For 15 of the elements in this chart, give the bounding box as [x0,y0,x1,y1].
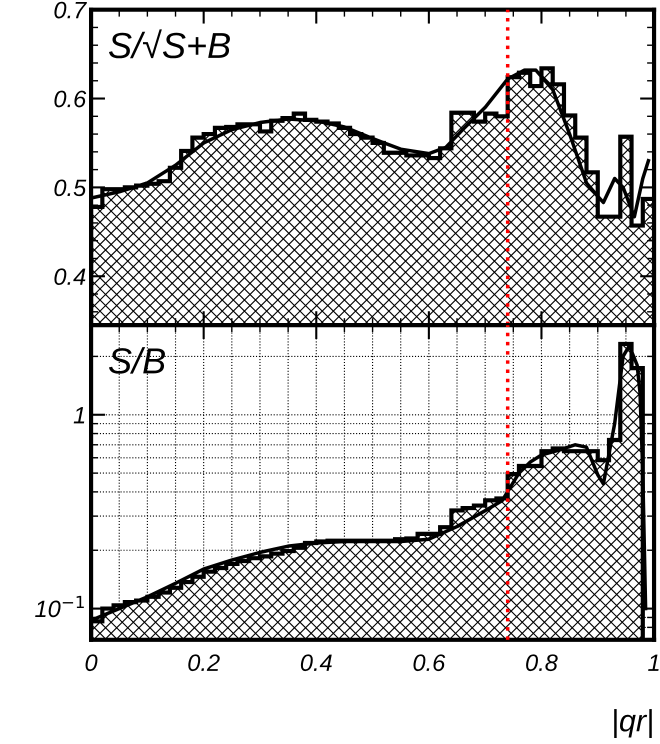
y-tick-label: 0.6 [54,90,86,108]
y-tick-label: 0.7 [54,2,87,18]
y-tick-label: 10$^{−1}$ [35,596,84,618]
chart-title: S/B [108,347,165,374]
y-tick-label: 1 [74,407,84,424]
x-tick-label: 0.4 [300,654,332,672]
x-tick-label: 0.2 [188,654,220,672]
chart-title: S/√S+B [108,29,230,58]
x-tick-label: 1 [648,654,659,671]
y-tick-label: 0.5 [54,179,86,196]
x-tick-label: 0 [86,654,98,672]
x-axis-title: |qr| [614,709,652,738]
x-tick-label: 0.6 [413,654,446,672]
x-tick-label: 0.8 [526,654,558,672]
y-tick-label: 0.4 [54,268,86,286]
